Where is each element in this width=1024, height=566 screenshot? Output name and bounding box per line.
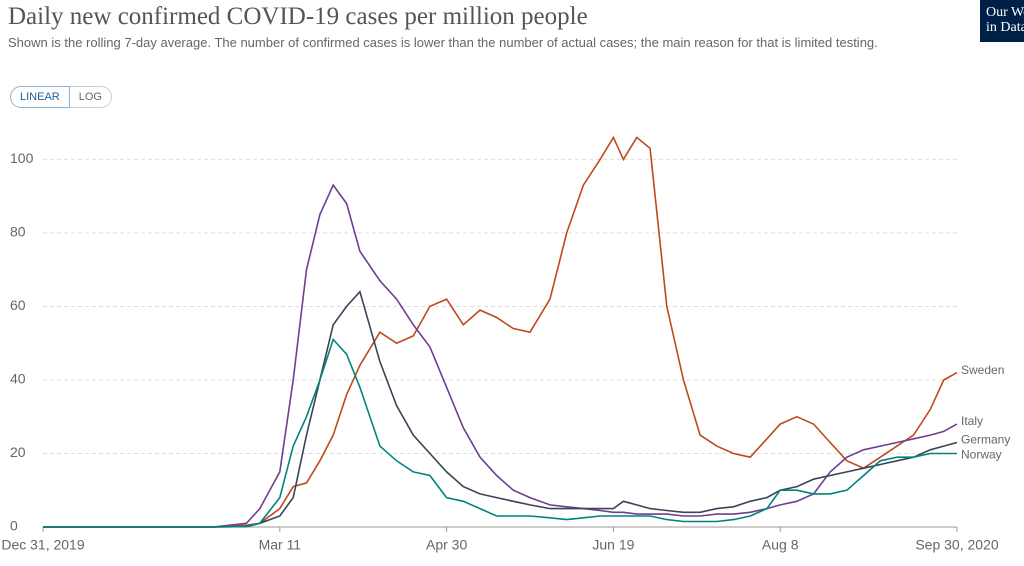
scale-button[interactable]: LOG (69, 86, 112, 108)
x-tick-label: Aug 8 (762, 537, 799, 553)
chart-title: Daily new confirmed COVID-19 cases per m… (8, 3, 588, 30)
scale-toggle: LINEAR LOG (10, 86, 112, 108)
y-tick-label: 60 (10, 297, 26, 313)
y-tick-label: 20 (10, 444, 26, 460)
series-line (43, 183, 958, 528)
x-tick-label: Apr 30 (426, 537, 467, 553)
legend-label: Sweden (961, 363, 1004, 377)
x-tick-label: Mar 11 (259, 537, 302, 553)
logo[interactable]: Our World in Data (980, 0, 1024, 42)
series-line (43, 135, 958, 528)
series-line (43, 337, 957, 528)
y-tick-label: 100 (10, 150, 34, 166)
y-tick-label: 0 (10, 518, 18, 534)
x-tick-label: Sep 30, 2020 (915, 537, 999, 553)
x-tick-label: Jun 19 (592, 537, 634, 553)
chart-subtitle: Shown is the rolling 7-day average. The … (8, 35, 878, 50)
y-tick-label: 80 (10, 224, 26, 240)
series-line (43, 290, 958, 528)
legend-label: Germany (961, 433, 1010, 447)
logo-line: Our World (986, 5, 1024, 20)
legend-label: Norway (961, 448, 1002, 462)
legend-label: Italy (961, 414, 983, 428)
y-tick-label: 40 (10, 371, 26, 387)
logo-line: in Data (986, 20, 1024, 35)
x-tick-label: Dec 31, 2019 (1, 537, 84, 553)
scale-button[interactable]: LINEAR (10, 86, 70, 108)
